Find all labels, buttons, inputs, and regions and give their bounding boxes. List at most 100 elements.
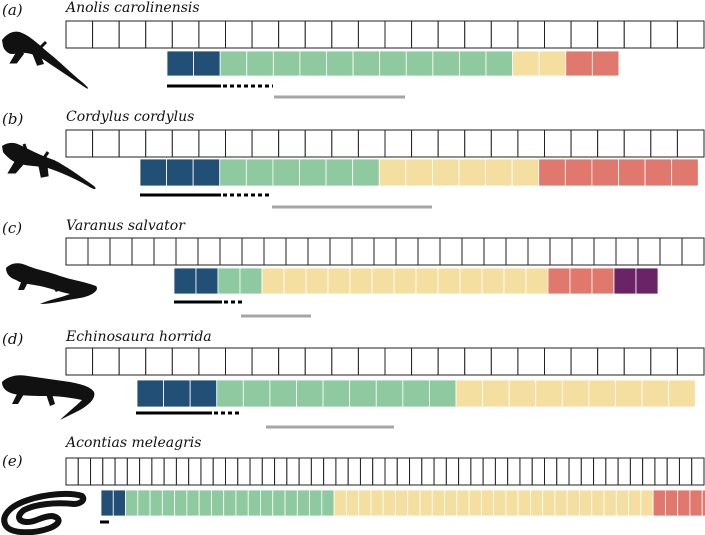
- panel-letter: (a): [2, 1, 23, 19]
- region-block-yellow: [530, 489, 544, 517]
- vertebra-cell: [373, 237, 397, 266]
- vertebra-cell: [310, 457, 325, 486]
- vertebra-cell: [384, 457, 398, 486]
- region-block-yellow: [455, 379, 483, 408]
- region-block-yellow: [333, 489, 347, 517]
- vertebra-cell: [421, 457, 435, 486]
- vertebra-cell: [490, 20, 519, 49]
- vertebra-cell: [650, 347, 678, 376]
- vertebra-cell: [225, 129, 253, 158]
- vertebra-cell: [544, 457, 558, 486]
- region-block-yellow: [615, 489, 629, 517]
- vertebra-cell: [118, 347, 147, 376]
- vertebra-cell: [219, 237, 243, 266]
- region-block-yellow: [444, 489, 458, 517]
- region-block-red: [644, 158, 673, 187]
- vertebra-cell: [570, 20, 599, 49]
- region-block-green: [352, 50, 381, 77]
- vertebra-cell: [225, 457, 239, 486]
- vertebra-cell: [357, 347, 386, 376]
- vertebra-cell: [650, 20, 678, 49]
- vertebra-cell: [437, 20, 466, 49]
- vertebra-cell: [65, 457, 79, 486]
- region-block-yellow: [554, 489, 568, 517]
- vertebra-cell: [357, 129, 386, 158]
- vertebra-cell: [225, 347, 253, 376]
- region-block-yellow: [481, 267, 505, 295]
- vertebra-cell: [490, 347, 519, 376]
- vertebra-cell: [188, 457, 202, 486]
- region-block-green: [242, 379, 271, 408]
- region-block-yellow: [459, 267, 483, 295]
- region-block-green: [269, 379, 297, 408]
- region-blocks: [166, 50, 620, 77]
- region-block-green: [149, 489, 163, 517]
- region-block-green: [272, 50, 301, 77]
- panel-a: (a) Anolis carolinensis: [2, 0, 705, 99]
- vertebra-cell: [396, 457, 411, 486]
- vertebra-cell: [171, 129, 200, 158]
- vertebra-cell: [65, 20, 94, 49]
- vertebra-cell: [678, 457, 693, 486]
- region-block-yellow: [458, 158, 486, 187]
- region-block-yellow: [370, 489, 384, 517]
- vertebral-column-grid: [65, 20, 705, 49]
- region-block-green: [405, 50, 434, 77]
- vertebra-cell: [65, 347, 94, 376]
- region-block-green: [272, 158, 300, 187]
- vertebra-cell: [464, 347, 492, 376]
- vertebra-cell: [623, 20, 652, 49]
- vertebra-cell: [494, 457, 509, 486]
- region-block-yellow: [482, 379, 510, 408]
- vertebra-cell: [544, 20, 572, 49]
- vertebra-cell: [241, 237, 265, 266]
- region-block-green: [296, 489, 310, 517]
- region-block-dark-blue: [173, 267, 197, 295]
- vertebra-cell: [470, 457, 484, 486]
- region-block-green: [432, 50, 460, 77]
- vertebra-cell: [483, 237, 507, 266]
- vertebra-cell: [629, 457, 644, 486]
- region-block-green: [223, 489, 237, 517]
- vertebra-cell: [605, 457, 619, 486]
- vertebra-cell: [171, 347, 200, 376]
- vertebra-cell: [411, 129, 439, 158]
- vertebra-cell: [102, 457, 116, 486]
- spiny-lizard-icon: [2, 375, 95, 420]
- vertebra-cell: [274, 457, 288, 486]
- vertebra-cell: [642, 457, 656, 486]
- vertebra-cell: [637, 237, 661, 266]
- vertebra-cell: [87, 237, 111, 266]
- region-block-dark-blue: [192, 158, 221, 187]
- vertebra-cell: [304, 129, 333, 158]
- vertebra-cell: [676, 129, 705, 158]
- panel-c: (c) Varanus salvator: [2, 218, 705, 318]
- region-blocks: [100, 489, 705, 517]
- vertebra-cell: [676, 347, 705, 376]
- region-block-yellow: [432, 158, 460, 187]
- vertebra-cell: [490, 129, 519, 158]
- region-block-red: [564, 158, 593, 187]
- region-blocks: [136, 379, 696, 408]
- region-block-green: [349, 379, 377, 408]
- region-block-green: [186, 489, 200, 517]
- region-block-green: [247, 489, 261, 517]
- vertebra-cell: [126, 457, 141, 486]
- region-block-red: [677, 489, 691, 517]
- region-block-yellow: [561, 379, 590, 408]
- vertebra-cell: [527, 237, 551, 266]
- region-block-dark-blue: [163, 379, 191, 408]
- region-block-green: [161, 489, 176, 517]
- region-block-yellow: [511, 158, 540, 187]
- region-block-yellow: [535, 379, 563, 408]
- vertebra-cell: [439, 237, 463, 266]
- vertebra-cell: [570, 347, 599, 376]
- region-block-green: [239, 267, 263, 295]
- vertebra-cell: [304, 347, 333, 376]
- vertebra-cell: [92, 20, 120, 49]
- vertebra-cell: [461, 237, 485, 266]
- vertebra-cell: [251, 347, 280, 376]
- region-block-yellow: [517, 489, 531, 517]
- vertebra-cell: [411, 20, 439, 49]
- region-block-yellow: [382, 489, 396, 517]
